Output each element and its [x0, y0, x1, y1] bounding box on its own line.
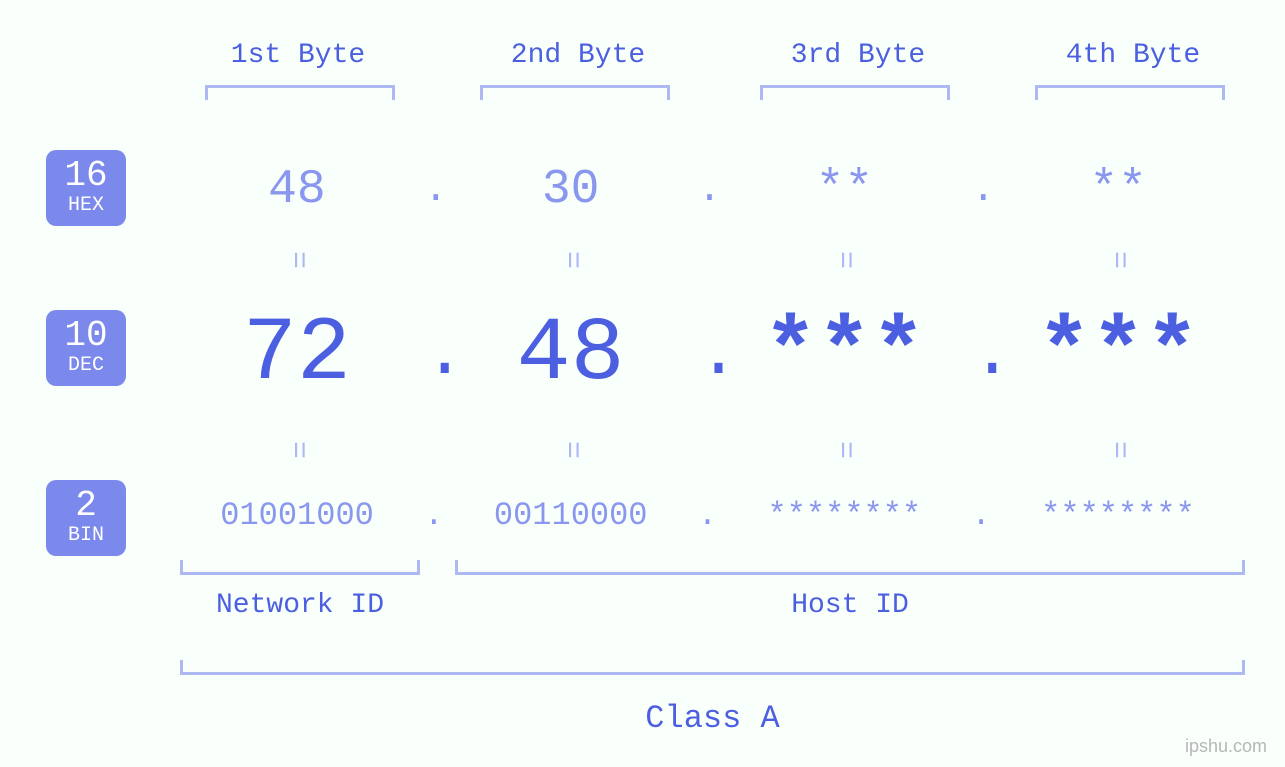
bin-val-2: 00110000	[444, 497, 698, 534]
byte-label-2: 2nd Byte	[448, 40, 708, 71]
bin-val-1: 01001000	[170, 497, 424, 534]
hex-dot-1: .	[424, 168, 444, 213]
class-label: Class A	[180, 700, 1245, 737]
hex-dot-3: .	[971, 168, 991, 213]
base-badge-bin: 2 BIN	[46, 480, 126, 556]
base-txt-hex: HEX	[46, 196, 126, 216]
top-bracket-3	[760, 85, 950, 100]
base-txt-bin: BIN	[46, 526, 126, 546]
host-id-label: Host ID	[455, 590, 1245, 621]
byte-label-4: 4th Byte	[1003, 40, 1263, 71]
network-id-bracket	[180, 560, 420, 575]
bin-dot-3: .	[971, 497, 991, 534]
base-num-bin: 2	[46, 488, 126, 524]
base-badge-dec: 10 DEC	[46, 310, 126, 386]
base-badge-hex: 16 HEX	[46, 150, 126, 226]
dec-dot-1: .	[424, 316, 444, 395]
bin-val-4: ********	[991, 497, 1245, 534]
base-txt-dec: DEC	[46, 356, 126, 376]
host-id-bracket	[455, 560, 1245, 575]
base-num-hex: 16	[46, 158, 126, 194]
network-id-label: Network ID	[180, 590, 420, 621]
bin-dot-1: .	[424, 497, 444, 534]
top-bracket-4	[1035, 85, 1225, 100]
bin-row: 01001000 . 00110000 . ******** . *******…	[170, 490, 1245, 540]
bin-val-3: ********	[717, 497, 971, 534]
dec-dot-2: .	[698, 316, 718, 395]
class-bracket	[180, 660, 1245, 675]
dec-dot-3: .	[971, 316, 991, 395]
watermark: ipshu.com	[1185, 736, 1267, 757]
eq-row-1: = = = =	[170, 240, 1245, 280]
hex-row: 48 . 30 . ** . **	[170, 155, 1245, 225]
eq-row-2: = = = =	[170, 430, 1245, 470]
hex-dot-2: .	[698, 168, 718, 213]
byte-label-3: 3rd Byte	[728, 40, 988, 71]
bin-dot-2: .	[698, 497, 718, 534]
byte-label-1: 1st Byte	[168, 40, 428, 71]
base-num-dec: 10	[46, 318, 126, 354]
dec-row: 72 . 48 . *** . ***	[170, 300, 1245, 410]
top-bracket-2	[480, 85, 670, 100]
top-bracket-1	[205, 85, 395, 100]
ip-diagram: 1st Byte 2nd Byte 3rd Byte 4th Byte 16 H…	[0, 0, 1285, 767]
